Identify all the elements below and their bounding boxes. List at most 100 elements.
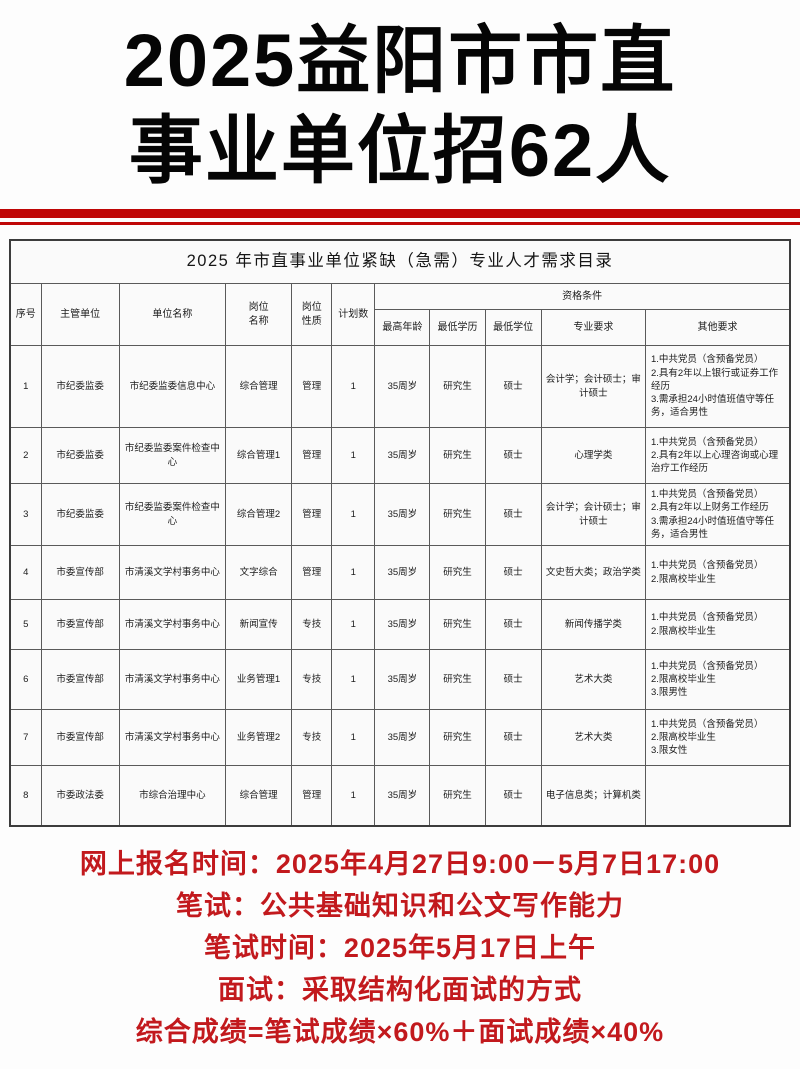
cell-count: 1	[331, 545, 376, 601]
table-row: 4 市委宣传部 市清溪文学村事务中心 文字综合 管理 1 35周岁 研究生 硕士…	[9, 545, 791, 601]
footer-line-registration: 网上报名时间：2025年4月27日9:00－5月7日17:00	[79, 848, 721, 879]
cell-age: 35周岁	[374, 765, 431, 827]
cell-type: 专技	[291, 649, 333, 711]
cell-age: 35周岁	[374, 483, 431, 547]
cell-unit: 市清溪文学村事务中心	[118, 649, 227, 711]
col-header-no: 序号	[9, 283, 42, 347]
cell-count: 1	[331, 483, 376, 547]
cell-other-requirements: 1.中共党员（含预备党员） 2.具有2年以上银行或证券工作经历 3.需承担24小…	[644, 345, 791, 429]
divider-thin-bar	[0, 221, 800, 225]
col-header-major: 专业要求	[540, 309, 646, 347]
col-header-dept: 主管单位	[40, 283, 120, 347]
table-body: 1 市纪委监委 市纪委监委信息中心 综合管理 管理 1 35周岁 研究生 硕士 …	[9, 345, 791, 827]
cell-age: 35周岁	[374, 345, 431, 429]
cell-age: 35周岁	[374, 545, 431, 601]
table-row: 7 市委宣传部 市清溪文学村事务中心 业务管理2 专技 1 35周岁 研究生 硕…	[9, 709, 791, 767]
header-row-sub: 最高年龄 最低学历 最低学位 专业要求 其他要求	[10, 309, 791, 347]
poster-headline: 2025益阳市市直 事业单位招62人	[0, 0, 800, 197]
cell-unit: 市清溪文学村事务中心	[118, 709, 227, 767]
cell-post: 文字综合	[224, 545, 293, 601]
col-header-type: 岗位 性质	[291, 283, 333, 347]
cell-degree: 硕士	[484, 599, 542, 651]
col-header-edu: 最低学历	[429, 309, 486, 347]
headline-line-1: 2025益阳市市直	[123, 19, 677, 102]
divider-gap	[0, 217, 800, 222]
cell-post: 综合管理1	[224, 427, 293, 485]
cell-post: 业务管理1	[224, 649, 293, 711]
cell-post: 综合管理	[224, 345, 293, 429]
cell-major: 心理学类	[540, 427, 646, 485]
cell-degree: 硕士	[484, 709, 542, 767]
cell-dept: 市纪委监委	[40, 483, 120, 547]
col-header-other: 其他要求	[644, 309, 791, 347]
cell-edu: 研究生	[429, 345, 486, 429]
cell-dept: 市委政法委	[40, 765, 120, 827]
cell-age: 35周岁	[374, 427, 431, 485]
cell-degree: 硕士	[484, 427, 542, 485]
cell-age: 35周岁	[374, 709, 431, 767]
cell-type: 专技	[291, 599, 333, 651]
cell-other-requirements: 1.中共党员（含预备党员） 2.限高校毕业生	[644, 545, 791, 601]
cell-unit: 市纪委监委信息中心	[118, 345, 227, 429]
cell-count: 1	[331, 427, 376, 485]
cell-post: 新闻宣传	[224, 599, 293, 651]
cell-major: 会计学；会计硕士；审计硕士	[540, 483, 646, 547]
cell-no: 7	[9, 709, 42, 767]
red-divider	[0, 208, 800, 225]
cell-unit: 市综合治理中心	[118, 765, 227, 827]
cell-no: 1	[9, 345, 42, 429]
table-title: 2025 年市直事业单位紧缺（急需）专业人才需求目录	[9, 239, 791, 285]
demand-catalog-table: 2025 年市直事业单位紧缺（急需）专业人才需求目录 序号 主管单位 单位名称 …	[9, 238, 791, 827]
cell-other-requirements: 1.中共党员（含预备党员） 2.具有2年以上心理咨询或心理治疗工作经历	[644, 427, 791, 485]
table-row: 6 市委宣传部 市清溪文学村事务中心 业务管理1 专技 1 35周岁 研究生 硕…	[9, 649, 791, 711]
table-row: 3 市纪委监委 市纪委监委案件检查中心 综合管理2 管理 1 35周岁 研究生 …	[9, 483, 791, 547]
cell-other-requirements: 1.中共党员（含预备党员） 2.限高校毕业生	[644, 599, 791, 651]
cell-unit: 市纪委监委案件检查中心	[118, 483, 227, 547]
cell-age: 35周岁	[374, 599, 431, 651]
footer-line-written-exam-subject: 笔试：公共基础知识和公文写作能力	[176, 890, 624, 921]
cell-dept: 市委宣传部	[40, 545, 120, 601]
cell-other-requirements	[644, 765, 791, 827]
col-header-age: 最高年龄	[374, 309, 431, 347]
cell-degree: 硕士	[484, 345, 542, 429]
cell-no: 5	[9, 599, 42, 651]
cell-post: 业务管理2	[224, 709, 293, 767]
cell-unit: 市清溪文学村事务中心	[118, 599, 227, 651]
divider-thick-bar	[0, 208, 800, 218]
cell-count: 1	[331, 709, 376, 767]
cell-no: 2	[9, 427, 42, 485]
headline-line-2: 事业单位招62人	[128, 109, 672, 193]
cell-other-requirements: 1.中共党员（含预备党员） 2.具有2年以上财务工作经历 3.需承担24小时值班…	[644, 483, 791, 547]
cell-post: 综合管理	[224, 765, 293, 827]
cell-edu: 研究生	[429, 427, 486, 485]
col-header-post: 岗位 名称	[224, 283, 293, 347]
cell-major: 艺术大类	[540, 649, 646, 711]
table-row: 2 市纪委监委 市纪委监委案件检查中心 综合管理1 管理 1 35周岁 研究生 …	[9, 427, 791, 485]
cell-other-requirements: 1.中共党员（含预备党员） 2.限高校毕业生 3.限男性	[644, 649, 791, 711]
cell-unit: 市清溪文学村事务中心	[118, 545, 227, 601]
cell-type: 管理	[291, 765, 333, 827]
table-row: 8 市委政法委 市综合治理中心 综合管理 管理 1 35周岁 研究生 硕士 电子…	[9, 765, 791, 827]
cell-degree: 硕士	[484, 649, 542, 711]
cell-degree: 硕士	[484, 483, 542, 547]
cell-edu: 研究生	[429, 649, 486, 711]
cell-major: 文史哲大类；政治学类	[540, 545, 646, 601]
cell-type: 专技	[291, 709, 333, 767]
cell-type: 管理	[291, 345, 333, 429]
cell-major: 会计学；会计硕士；审计硕士	[540, 345, 646, 429]
cell-degree: 硕士	[484, 765, 542, 827]
cell-type: 管理	[291, 545, 333, 601]
cell-type: 管理	[291, 483, 333, 547]
cell-post: 综合管理2	[224, 483, 293, 547]
cell-count: 1	[331, 345, 376, 429]
cell-edu: 研究生	[429, 765, 486, 827]
cell-no: 6	[9, 649, 42, 711]
col-header-count: 计划数	[331, 283, 376, 347]
cell-no: 3	[9, 483, 42, 547]
footer-line-score-formula: 综合成绩=笔试成绩×60%＋面试成绩×40%	[135, 1016, 665, 1047]
table-zone: 2025 年市直事业单位紧缺（急需）专业人才需求目录 序号 主管单位 单位名称 …	[0, 225, 800, 827]
cell-dept: 市委宣传部	[40, 709, 120, 767]
table-title-row: 2025 年市直事业单位紧缺（急需）专业人才需求目录	[9, 239, 791, 285]
cell-edu: 研究生	[429, 545, 486, 601]
